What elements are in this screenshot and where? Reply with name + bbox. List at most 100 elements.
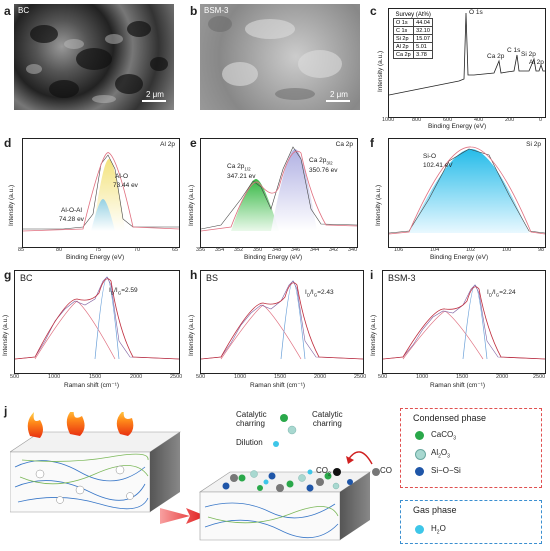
x-tick: 85 (18, 247, 25, 253)
x-tick: 354 (215, 247, 225, 253)
catalytic-charring-label-2: Catalytic charring (312, 410, 343, 428)
panel-j-label: j (4, 404, 8, 418)
scale-label: 2 μm (146, 90, 164, 99)
y-axis-title: Intensity (a.u.) (188, 314, 195, 356)
peak-annotation: 347.21 ev (227, 173, 256, 180)
x-tick: 346 (291, 247, 301, 253)
x-tick: 600 (443, 117, 453, 123)
table-row: Ca 2p 3.78 (392, 50, 434, 59)
peak-label: C 1s (507, 47, 521, 54)
plot-h-frame: BS ID/IG=2.43 (200, 270, 364, 374)
x-tick: 356 (196, 247, 206, 253)
scale-label: 2 μm (330, 90, 348, 99)
x-tick: 348 (272, 247, 282, 253)
x-axis-title: Raman shift (cm⁻¹) (64, 382, 120, 389)
sem-tag-bsm3: BSM-3 (204, 6, 229, 15)
x-tick: 0 (539, 117, 543, 123)
x-tick: 100 (502, 247, 512, 253)
x-tick: 1500 (456, 374, 469, 380)
x-tick: 500 (196, 374, 206, 380)
panel-d-label: d (4, 136, 12, 150)
x-axis-title: Binding Energy (eV) (66, 254, 125, 261)
x-tick: 340 (348, 247, 358, 253)
y-axis-title: Intensity (a.u.) (377, 50, 384, 92)
x-tick: 800 (412, 117, 422, 123)
legend-item: Si−O−Si (431, 466, 461, 475)
x-tick: 342 (329, 247, 339, 253)
x-tick: 80 (56, 247, 63, 253)
intensity-ratio: ID/IG=2.59 (109, 287, 138, 296)
peak-annotation: 74.28 ev (59, 216, 84, 223)
plot-i-frame: BSM-3 ID/IG=2.24 (382, 270, 546, 374)
intensity-ratio: ID/IG=2.24 (487, 289, 516, 298)
sample-tag: BSM-3 (388, 273, 416, 283)
scale-bar (326, 100, 350, 102)
corner-label: Ca 2p (335, 141, 353, 148)
panel-c-label: c (370, 4, 377, 18)
x-tick: 500 (378, 374, 388, 380)
sio-dot (415, 467, 424, 476)
y-axis-title: Intensity (a.u.) (375, 184, 382, 226)
plot-d-frame: Al 2p Al-O 73.44 ev Al-O-Al 74.28 ev (22, 138, 180, 248)
caco3-dot (415, 431, 424, 440)
h2o-dot (415, 525, 424, 534)
x-tick: 70 (134, 247, 141, 253)
sem-tag-bc: BC (18, 6, 30, 15)
dilution-label: Dilution (236, 438, 263, 447)
table-row: Al 2p 5.01 (392, 42, 434, 51)
peak-label: O 1s (469, 9, 483, 16)
x-axis-title: Binding Energy (eV) (430, 254, 489, 261)
panel-b-label: b (190, 4, 198, 18)
co2-label: CO2 (316, 466, 331, 478)
x-tick: 75 (95, 247, 102, 253)
peak-annotation: Al-O (115, 173, 128, 180)
peak-label: Al 2p (529, 59, 544, 66)
x-tick: 1000 (234, 374, 247, 380)
catalytic-charring-label: Catalytic charring (236, 410, 267, 428)
x-tick: 200 (505, 117, 515, 123)
x-axis-title: Binding Energy (eV) (428, 123, 487, 130)
plot-g-frame: BC ID/IG=2.59 (14, 270, 180, 374)
peak-annotation: Al-O-Al (61, 207, 82, 214)
x-tick: 98 (538, 247, 545, 253)
x-tick: 2000 (314, 374, 327, 380)
al2o3-dot (415, 449, 426, 460)
x-tick: 1500 (274, 374, 287, 380)
intensity-ratio: ID/IG=2.43 (305, 289, 334, 298)
x-tick: 1000 (416, 374, 429, 380)
x-tick: 1000 (48, 374, 61, 380)
x-tick: 344 (310, 247, 320, 253)
sample-tag: BS (206, 273, 219, 283)
x-tick: 1500 (89, 374, 102, 380)
panel-g-label: g (4, 268, 12, 282)
gas-phase-title: Gas phase (413, 505, 457, 515)
co-label: CO (380, 466, 392, 475)
survey-table: Survey (At%) O 1s 44.04 C 1s 32.10 Si 2p 15… (392, 11, 434, 59)
plot-c-frame: Survey (At%) O 1s 44.04 C 1s 32.10 Si 2p 15… (388, 8, 546, 118)
peak-label: Si 2p (521, 51, 536, 58)
peak-annotation: 350.76 ev (309, 167, 338, 174)
x-tick: 2000 (130, 374, 143, 380)
corner-label: Al 2p (160, 141, 175, 148)
x-axis-title: Binding Energy (eV) (244, 254, 303, 261)
survey-title: Survey (At%) (395, 11, 431, 18)
x-tick: 2500 (170, 374, 183, 380)
x-tick: 2500 (533, 374, 546, 380)
peak-annotation: Ca 2p1/2 (227, 163, 251, 172)
legend-item: H2O (431, 524, 446, 536)
panel-e-label: e (190, 136, 197, 150)
x-tick: 400 (474, 117, 484, 123)
peak-annotation: 102.41 eV (423, 162, 453, 169)
table-row: C 1s 32.10 (392, 26, 434, 35)
condensed-phase-box: Condensed phase CaCO3 Al2O3 Si−O−Si (400, 408, 542, 488)
x-tick: 500 (10, 374, 20, 380)
x-axis-title: Raman shift (cm⁻¹) (430, 382, 486, 389)
x-tick: 106 (394, 247, 404, 253)
x-tick: 350 (253, 247, 263, 253)
sem-image-bsm3: BSM-3 2 μm (200, 4, 360, 110)
panel-h-label: h (190, 268, 198, 282)
y-axis-title: Intensity (a.u.) (370, 314, 377, 356)
scale-bar (142, 100, 166, 102)
x-tick: 352 (234, 247, 244, 253)
x-tick: 65 (172, 247, 179, 253)
